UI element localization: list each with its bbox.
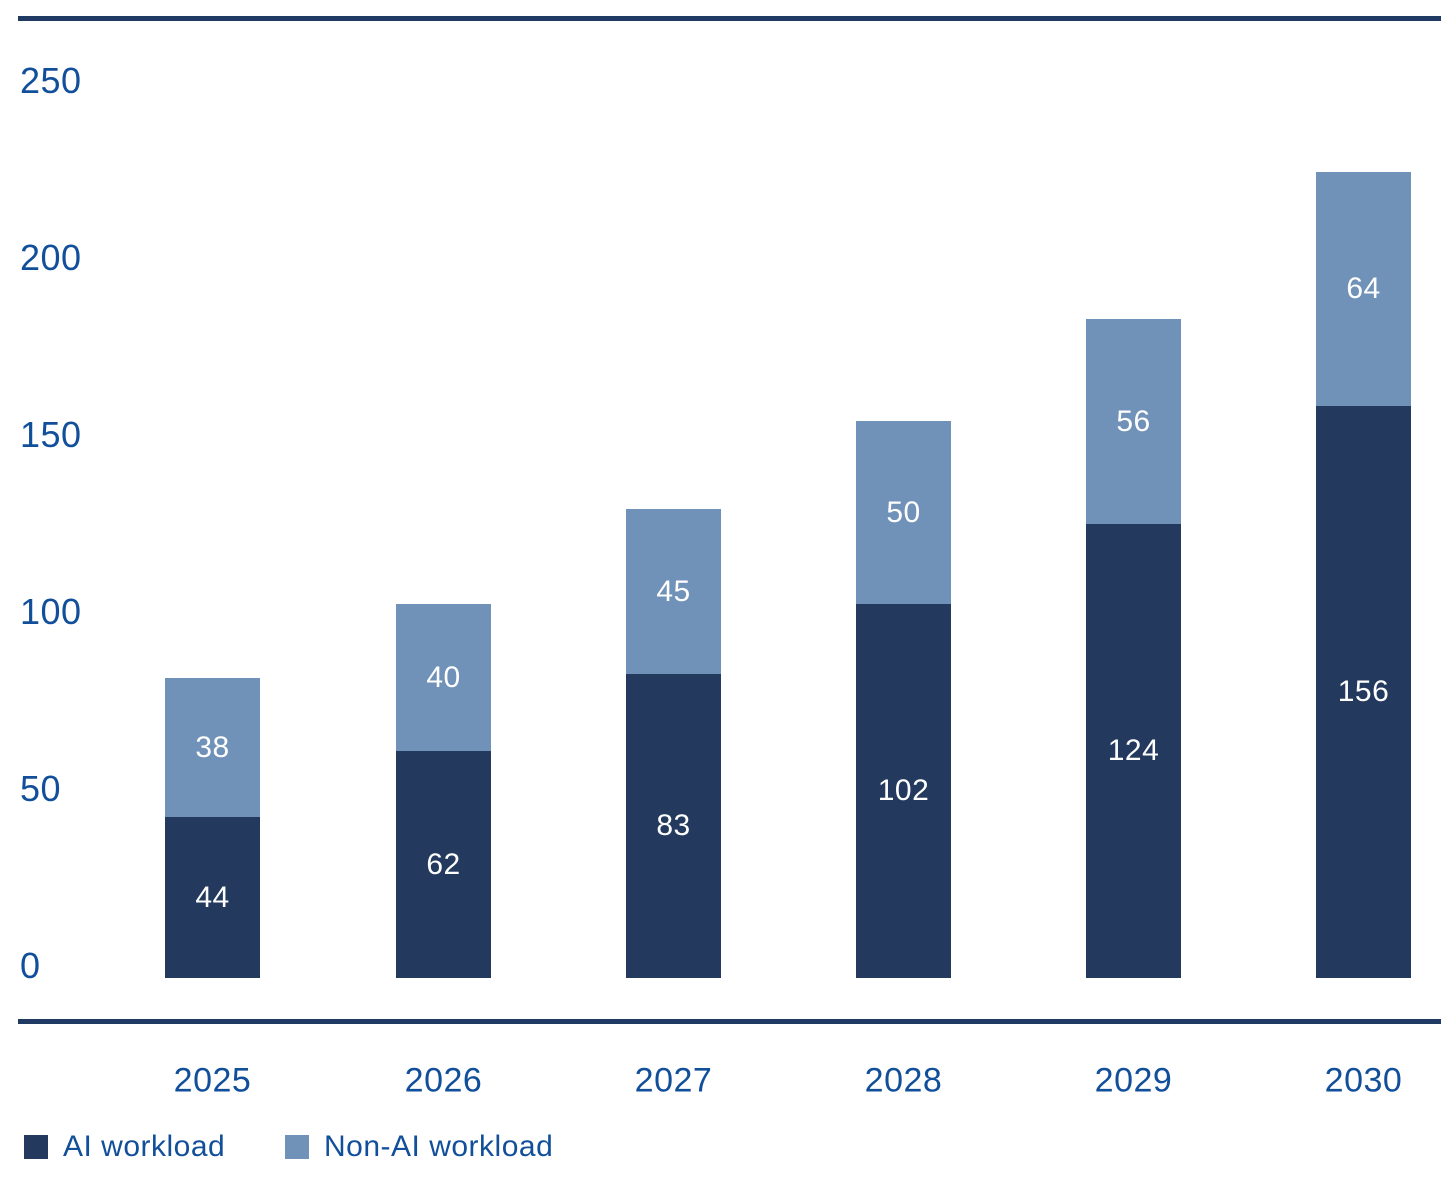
y-axis-tick-label: 50 [20,768,62,809]
x-axis-tick-label-2027: 2027 [634,1061,713,1100]
y-axis-tick-label: 100 [20,591,82,632]
x-axis-tick-label-2028: 2028 [864,1061,943,1100]
bar-2027: 45 83 [626,509,721,978]
bar-2030: 64 156 [1316,172,1411,978]
non-ai-workload-swatch-icon [285,1135,309,1159]
legend: AI workload Non-AI workload [0,1130,1454,1163]
bar-2026: 40 62 [396,604,491,978]
ai-value-label: 83 [656,809,691,842]
ai-value-label: 62 [426,847,461,881]
non-ai-value-label: 40 [426,660,461,694]
bar-2026-ai-segment: 62 [396,751,491,978]
bar-2026-non-ai-segment: 40 [396,604,491,751]
non-ai-value-label: 45 [656,574,691,608]
bar-2025: 38 44 [165,678,260,978]
ai-workload-swatch-icon [24,1135,48,1159]
bar-2029-ai-segment: 124 [1086,524,1181,978]
y-axis-tick-label: 150 [20,414,82,455]
bar-2030-non-ai-segment: 64 [1316,172,1411,406]
x-axis-tick-label-2029: 2029 [1094,1061,1173,1100]
x-axis-tick-label-2025: 2025 [173,1061,252,1100]
ai-value-label: 156 [1337,675,1390,708]
bar-2028: 50 102 [856,421,951,978]
legend-label: Non-AI workload [324,1130,554,1163]
bar-2029: 56 124 [1086,319,1181,978]
bar-2025-ai-segment: 44 [165,817,260,978]
x-axis-line [18,1019,1441,1024]
x-axis-tick-label-2026: 2026 [404,1061,483,1100]
non-ai-value-label: 38 [195,730,230,764]
y-axis-tick-label: 200 [20,237,82,278]
bar-2029-non-ai-segment: 56 [1086,319,1181,524]
non-ai-value-label: 56 [1116,404,1151,438]
legend-item-ai-workload: AI workload [24,1130,226,1163]
bar-2025-non-ai-segment: 38 [165,678,260,817]
y-axis-tick-label: 0 [20,945,41,986]
y-axis-tick-label: 250 [20,60,82,101]
ai-value-label: 44 [195,880,230,914]
legend-item-non-ai-workload: Non-AI workload [285,1130,554,1163]
ai-value-label: 124 [1107,734,1160,767]
ai-value-label: 102 [877,774,930,807]
bar-2028-non-ai-segment: 50 [856,421,951,604]
bar-2030-ai-segment: 156 [1316,406,1411,978]
bar-2027-non-ai-segment: 45 [626,509,721,674]
non-ai-value-label: 50 [886,495,921,529]
bar-2027-ai-segment: 83 [626,674,721,978]
x-axis-tick-label-2030: 2030 [1324,1061,1403,1100]
legend-label: AI workload [63,1130,226,1163]
non-ai-value-label: 64 [1346,272,1381,305]
bar-2028-ai-segment: 102 [856,604,951,978]
top-border-line [18,16,1441,21]
